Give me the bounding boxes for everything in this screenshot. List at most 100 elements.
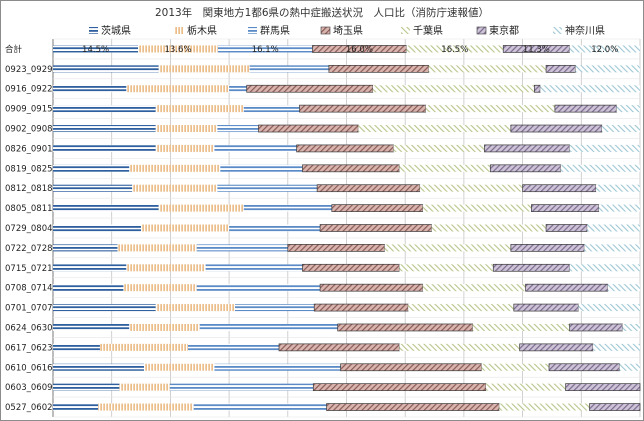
bar-segment-栃木県 bbox=[126, 85, 230, 93]
bar-segment-神奈川県 bbox=[569, 45, 640, 53]
bar-segment-埼玉県 bbox=[319, 224, 432, 232]
bar-segment-神奈川県 bbox=[569, 264, 640, 272]
legend-swatch bbox=[553, 27, 562, 34]
category-label: 0527_0602 bbox=[5, 403, 53, 413]
data-labels: 14.5% 13.6% 16.1% 16.0% 16.5% 11.3% 12.0% bbox=[82, 45, 618, 55]
bar-segment-茨城県 bbox=[53, 323, 130, 331]
bar-segment-群馬県 bbox=[188, 343, 279, 351]
bars bbox=[53, 45, 641, 411]
category-label: 0624_0630 bbox=[5, 323, 53, 333]
category-label: 0923_0929 bbox=[5, 65, 53, 75]
bar-segment-茨城県 bbox=[53, 224, 142, 232]
bar-segment-埼玉県 bbox=[246, 84, 374, 93]
bar-segment-神奈川県 bbox=[601, 125, 641, 133]
bar-segment-神奈川県 bbox=[569, 144, 640, 152]
bar-segment-茨城県 bbox=[53, 164, 130, 172]
category-label: 0902_0908 bbox=[5, 125, 53, 135]
bar-segment-神奈川県 bbox=[593, 343, 640, 351]
legend-swatch bbox=[89, 27, 98, 34]
bar-segment-東京都 bbox=[569, 323, 623, 332]
legend-label: 千葉県 bbox=[413, 24, 443, 37]
legend-item-1: 栃木県 bbox=[175, 24, 217, 37]
category-label: 0603_0609 bbox=[5, 383, 53, 393]
bar-segment-神奈川県 bbox=[616, 105, 640, 113]
bar-segment-群馬県 bbox=[193, 403, 327, 411]
gridlines bbox=[52, 38, 641, 418]
bar-segment-群馬県 bbox=[229, 85, 247, 93]
bar-segment-埼玉県 bbox=[319, 283, 424, 292]
bar-segment-栃木県 bbox=[155, 304, 235, 312]
bar-segment-埼玉県 bbox=[337, 323, 474, 332]
bar-segment-茨城県 bbox=[53, 204, 159, 212]
legend-item-6: 神奈川県 bbox=[553, 24, 605, 37]
bar-segment-神奈川県 bbox=[540, 85, 640, 93]
bar-segment-群馬県 bbox=[234, 304, 315, 312]
bar-segment-千葉県 bbox=[406, 45, 504, 53]
category-label: 0610_0616 bbox=[5, 363, 53, 373]
bar-segment-千葉県 bbox=[428, 65, 547, 73]
legend-swatch bbox=[320, 26, 331, 35]
bar-segment-茨城県 bbox=[53, 244, 118, 252]
legend: 茨城県 栃木県 群馬県 埼玉県 千葉県 東京都 神奈川県 bbox=[89, 24, 605, 37]
bar-segment-栃木県 bbox=[123, 284, 197, 292]
legend-swatch bbox=[175, 27, 184, 34]
bar-segment-神奈川県 bbox=[560, 164, 640, 172]
bar-segment-埼玉県 bbox=[326, 403, 500, 411]
bar-segment-埼玉県 bbox=[312, 383, 487, 392]
bar-segment-群馬県 bbox=[229, 224, 321, 232]
bar-segment-群馬県 bbox=[243, 105, 300, 113]
bar-segment-茨城県 bbox=[53, 65, 159, 73]
bar-segment-東京都 bbox=[554, 104, 617, 113]
bar-segment-東京都 bbox=[489, 164, 562, 173]
category-label: 0708_0714 bbox=[5, 284, 53, 294]
category-label: 0819_0825 bbox=[5, 164, 53, 174]
bar-segment-神奈川県 bbox=[575, 65, 640, 73]
category-label: 0909_0915 bbox=[5, 105, 53, 115]
category-label: 0617_0623 bbox=[5, 343, 53, 353]
bar-segment-茨城県 bbox=[53, 184, 133, 192]
bar-segment-埼玉県 bbox=[258, 124, 359, 133]
bar-segment-栃木県 bbox=[155, 144, 215, 152]
category-label: 0826_0901 bbox=[5, 144, 53, 154]
category-labels: 合計 0923_0929 0916_0922 0909_0915 0902_0908 08… bbox=[5, 44, 53, 413]
bar-segment-千葉県 bbox=[499, 403, 590, 411]
bar-segment-栃木県 bbox=[158, 204, 244, 212]
bar-segment-茨城県 bbox=[53, 125, 156, 133]
category-label: 0715_0721 bbox=[5, 264, 53, 274]
bar-segment-茨城県 bbox=[53, 105, 156, 113]
bar-segment-千葉県 bbox=[472, 323, 570, 331]
bar-segment-群馬県 bbox=[196, 244, 288, 252]
bar-segment-千葉県 bbox=[481, 363, 550, 371]
bar-segment-神奈川県 bbox=[595, 184, 640, 192]
legend-label: 群馬県 bbox=[260, 24, 290, 37]
bar-segment-栃木県 bbox=[117, 244, 197, 252]
bar-segment-栃木県 bbox=[143, 363, 215, 371]
bar-segment-千葉県 bbox=[408, 304, 514, 312]
bar-segment-埼玉県 bbox=[296, 144, 394, 153]
bar-segment-茨城県 bbox=[53, 403, 99, 411]
legend-item-4: 千葉県 bbox=[401, 24, 443, 37]
bar-segment-神奈川県 bbox=[587, 224, 640, 232]
bar-segment-栃木県 bbox=[141, 224, 230, 232]
bar-segment-群馬県 bbox=[199, 323, 338, 331]
data-label: 14.5% bbox=[82, 45, 109, 55]
bar-segment-群馬県 bbox=[214, 144, 297, 152]
bar-segment-群馬県 bbox=[217, 45, 313, 53]
bar-segment-群馬県 bbox=[205, 264, 303, 272]
bar-segment-東京都 bbox=[510, 124, 603, 133]
bar-segment-栃木県 bbox=[155, 125, 218, 133]
bar-segment-埼玉県 bbox=[316, 184, 421, 193]
bar-segment-栃木県 bbox=[132, 184, 218, 192]
bar-segment-栃木県 bbox=[158, 65, 250, 73]
data-label: 13.6% bbox=[165, 45, 192, 55]
bar-segment-栃木県 bbox=[129, 323, 200, 331]
category-label: 0805_0811 bbox=[5, 204, 53, 214]
bar-segment-埼玉県 bbox=[328, 64, 430, 73]
bar-segment-千葉県 bbox=[399, 343, 520, 351]
bar-segment-千葉県 bbox=[358, 125, 511, 133]
data-label: 16.5% bbox=[441, 45, 468, 55]
bar-segment-埼玉県 bbox=[313, 303, 409, 312]
data-label: 11.3% bbox=[523, 45, 550, 55]
